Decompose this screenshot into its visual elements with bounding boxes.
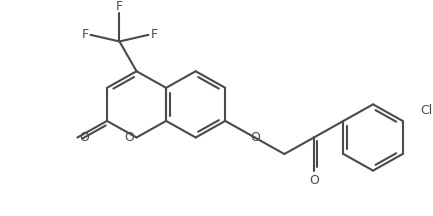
Text: O: O	[250, 131, 260, 144]
Text: O: O	[125, 131, 135, 144]
Text: F: F	[150, 28, 158, 41]
Text: F: F	[81, 28, 88, 41]
Text: F: F	[116, 0, 123, 13]
Text: O: O	[79, 131, 89, 144]
Text: O: O	[309, 174, 319, 187]
Text: Cl: Cl	[420, 105, 433, 118]
